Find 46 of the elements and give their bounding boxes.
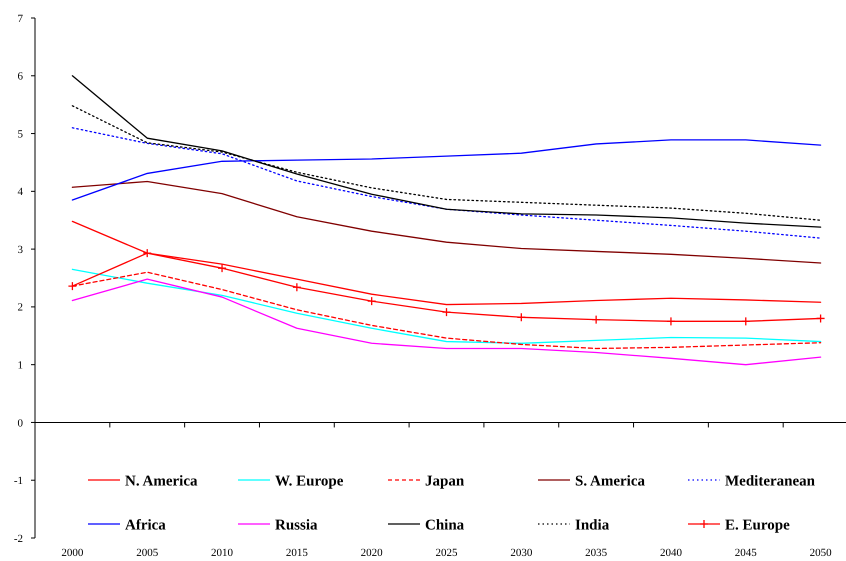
x-tick-label: 2030 [510,547,533,559]
legend-label: W. Europe [275,473,344,490]
legend-label: Russia [275,517,318,534]
legend-label: Mediteranean [725,473,816,490]
y-tick-label: -1 [14,475,23,488]
line-series [72,180,822,264]
point [591,314,601,324]
x-tick-label: 2010 [211,547,234,559]
y-tick-label: 1 [18,360,23,372]
point [142,248,152,258]
line-series [72,75,822,228]
x-tick-label: 2020 [360,547,384,559]
point [442,307,452,317]
x-tick-label: 2000 [61,547,84,559]
y-tick-label: 6 [18,70,24,83]
x-tick-label: 2035 [585,547,608,559]
point [68,281,78,291]
legend-label: India [575,517,610,534]
y-tick-label: 3 [18,244,24,256]
point [217,264,227,273]
line-series [72,127,822,239]
legend-label: Africa [125,517,166,534]
y-tick-label: 4 [18,186,24,198]
y-tick-label: 0 [18,417,24,430]
y-tick-label: 5 [18,128,24,140]
point [741,316,750,326]
legend-label: E. Europe [725,517,790,534]
point [292,282,302,292]
legend-label: Japan [425,473,465,490]
legend-label: N. America [125,473,198,490]
legend-label: China [425,517,465,534]
x-tick-label: 2005 [136,547,159,559]
x-tick-label: 2040 [660,547,682,559]
y-tick-label: 7 [18,12,24,25]
y-tick-label: -2 [14,532,23,545]
legend-label: S. America [575,473,646,490]
point [367,296,376,306]
y-tick-label: 2 [18,302,23,314]
point [816,314,826,324]
x-tick-label: 2045 [734,547,758,559]
point [516,312,526,322]
line-series [72,278,822,366]
x-tick-label: 2025 [436,547,458,559]
x-tick-label: 2050 [810,547,832,559]
x-tick-label: 2015 [286,547,308,559]
point [666,316,676,326]
